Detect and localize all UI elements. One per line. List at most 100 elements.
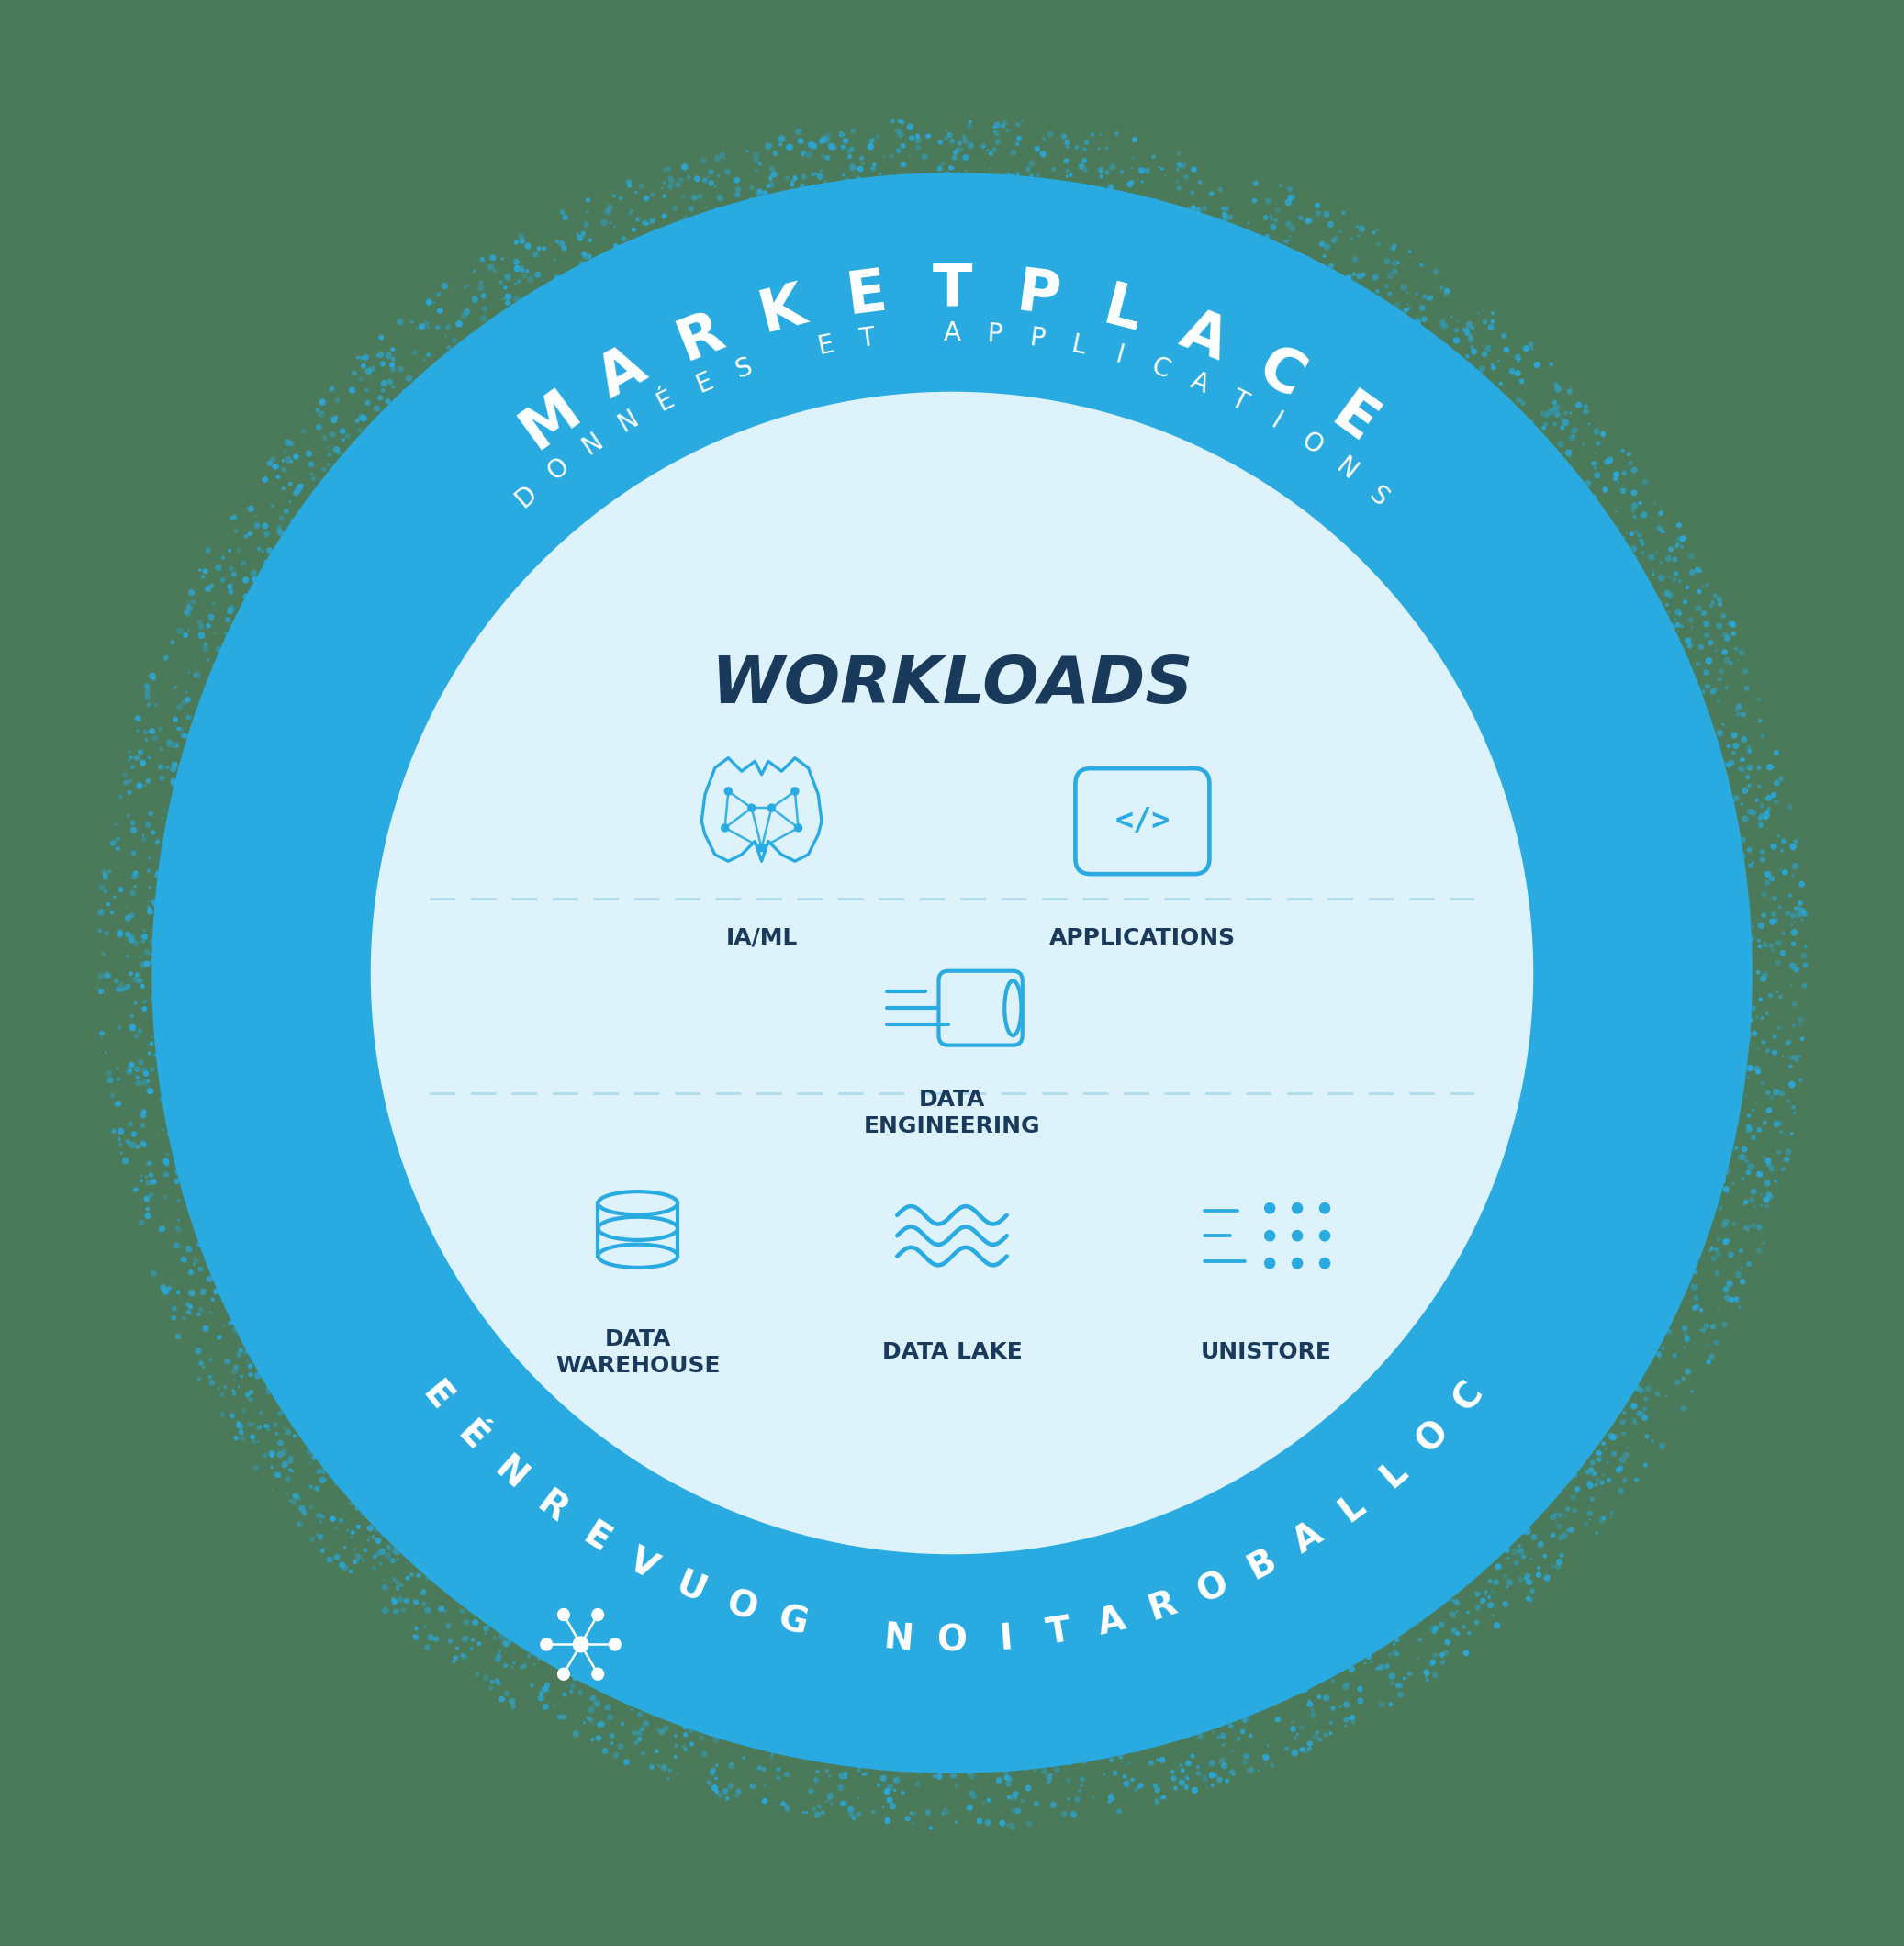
Text: APPLICATIONS: APPLICATIONS (1049, 926, 1236, 950)
Point (1776, 1041, 1807, 1072)
Point (1584, 1417, 1615, 1448)
Point (666, 226, 697, 257)
Point (1695, 769, 1725, 800)
Point (786, 1728, 817, 1759)
Point (1681, 1074, 1712, 1105)
Point (1535, 481, 1565, 512)
Point (1118, 142, 1148, 173)
Point (1034, 191, 1064, 222)
Point (257, 574, 288, 605)
Point (324, 1465, 354, 1496)
Point (352, 1448, 383, 1479)
Point (175, 833, 206, 864)
Point (449, 360, 480, 391)
Point (1318, 1666, 1348, 1697)
Point (1577, 1448, 1607, 1479)
Point (1085, 1722, 1116, 1753)
Point (166, 615, 196, 646)
Text: O: O (1297, 428, 1327, 459)
Point (1504, 1530, 1535, 1561)
Point (407, 311, 438, 342)
Point (1693, 751, 1723, 782)
Point (118, 920, 149, 952)
Text: P: P (1028, 325, 1045, 352)
Point (510, 1602, 541, 1633)
Point (137, 1027, 168, 1059)
Point (369, 368, 400, 399)
Text: A: A (1093, 1602, 1129, 1642)
Point (1656, 1286, 1687, 1317)
Point (691, 193, 722, 224)
Point (1003, 109, 1034, 140)
Point (670, 1711, 701, 1742)
Point (910, 140, 941, 171)
Point (802, 1755, 832, 1786)
Point (383, 1574, 413, 1605)
Point (1478, 352, 1508, 383)
Point (1550, 492, 1580, 523)
Point (99, 882, 129, 913)
Point (257, 444, 288, 475)
Point (1150, 1705, 1180, 1736)
Point (605, 183, 636, 214)
Point (154, 1119, 185, 1150)
Text: IA/ML: IA/ML (725, 926, 798, 950)
Point (1702, 971, 1733, 1002)
Point (1024, 198, 1055, 230)
Point (1451, 1526, 1481, 1557)
Point (1478, 306, 1508, 337)
Point (1432, 1568, 1462, 1600)
Point (1693, 957, 1723, 989)
Point (590, 1736, 621, 1767)
Point (1727, 636, 1757, 667)
Point (1173, 1683, 1203, 1714)
Point (1340, 1639, 1371, 1670)
Point (893, 163, 923, 195)
Point (1696, 1164, 1727, 1195)
Point (1146, 1783, 1177, 1814)
Point (1422, 1547, 1453, 1578)
Point (173, 1296, 204, 1327)
Point (1272, 253, 1302, 284)
Point (992, 1763, 1022, 1794)
Point (225, 1411, 255, 1442)
Point (463, 1658, 493, 1689)
Point (261, 1460, 291, 1491)
Point (838, 1800, 868, 1831)
Point (602, 1740, 632, 1771)
Point (984, 204, 1015, 235)
Point (381, 1596, 411, 1627)
Point (1430, 362, 1460, 393)
Point (284, 1508, 314, 1539)
Point (1091, 132, 1121, 163)
Point (864, 158, 895, 189)
Point (1339, 259, 1369, 290)
Point (539, 1689, 569, 1720)
Point (1512, 1561, 1542, 1592)
Point (444, 1526, 474, 1557)
Point (413, 1563, 444, 1594)
Point (1754, 1181, 1784, 1212)
Point (1378, 232, 1409, 263)
Point (1763, 928, 1794, 959)
Point (1447, 346, 1478, 378)
Point (160, 749, 190, 780)
Point (1776, 1119, 1807, 1150)
Point (626, 1712, 657, 1744)
Point (1453, 391, 1483, 422)
Point (1072, 126, 1102, 158)
Point (1588, 557, 1618, 588)
Point (1445, 1535, 1476, 1567)
Point (379, 1563, 409, 1594)
Point (131, 671, 162, 703)
Point (1582, 551, 1613, 582)
Point (1222, 1699, 1253, 1730)
Point (979, 189, 1009, 220)
Point (1413, 1664, 1443, 1695)
Point (169, 901, 200, 932)
Point (826, 119, 857, 150)
Point (474, 1584, 505, 1615)
Point (1771, 856, 1801, 887)
Point (1502, 413, 1533, 444)
Point (280, 1421, 310, 1452)
